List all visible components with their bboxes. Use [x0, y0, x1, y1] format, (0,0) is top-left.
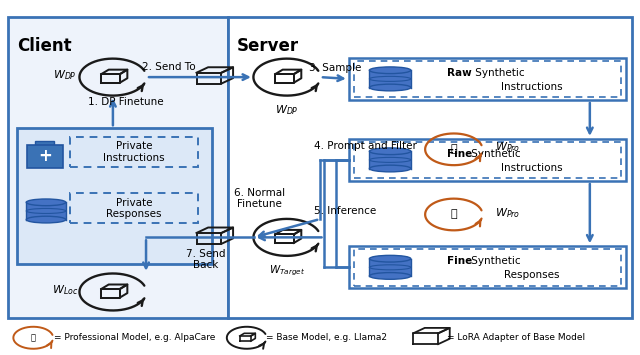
Text: $W_{Pro}$: $W_{Pro}$ [495, 141, 520, 154]
FancyBboxPatch shape [349, 139, 626, 181]
FancyBboxPatch shape [35, 141, 54, 147]
Text: = Base Model, e.g. Llama2: = Base Model, e.g. Llama2 [266, 333, 387, 342]
Text: 5. Inference: 5. Inference [314, 206, 376, 216]
Ellipse shape [369, 67, 411, 73]
FancyBboxPatch shape [228, 17, 632, 318]
Text: Synthetic: Synthetic [468, 148, 520, 159]
Text: Private
Instructions: Private Instructions [103, 141, 164, 163]
Text: Instructions: Instructions [501, 82, 563, 92]
Ellipse shape [369, 148, 411, 155]
Ellipse shape [26, 199, 66, 206]
Text: $W_{DP}$: $W_{DP}$ [275, 104, 299, 118]
Text: = Professional Model, e.g. AlpaCare: = Professional Model, e.g. AlpaCare [54, 333, 215, 342]
Text: Raw: Raw [447, 67, 472, 77]
FancyBboxPatch shape [349, 246, 626, 289]
Ellipse shape [369, 84, 411, 91]
Polygon shape [369, 70, 411, 87]
Text: 🦙: 🦙 [451, 144, 457, 154]
FancyBboxPatch shape [8, 17, 228, 318]
Text: Server: Server [237, 37, 300, 55]
FancyBboxPatch shape [349, 58, 626, 100]
Text: 🦙: 🦙 [451, 209, 457, 219]
Text: $W_{DP}$: $W_{DP}$ [53, 69, 77, 82]
Text: 7. Send
Back: 7. Send Back [186, 248, 225, 270]
Text: Fine: Fine [447, 148, 473, 159]
Text: = LoRA Adapter of Base Model: = LoRA Adapter of Base Model [447, 333, 586, 342]
Text: Fine: Fine [447, 256, 473, 266]
Ellipse shape [369, 165, 411, 172]
FancyBboxPatch shape [17, 128, 212, 264]
Text: Responses: Responses [504, 270, 559, 280]
Ellipse shape [26, 216, 66, 223]
Text: Synthetic: Synthetic [468, 256, 520, 266]
Polygon shape [369, 151, 411, 169]
Text: Client: Client [17, 37, 72, 55]
Text: 1. DP Finetune: 1. DP Finetune [88, 98, 163, 108]
Text: 3. Sample: 3. Sample [309, 63, 362, 73]
Text: +: + [38, 147, 52, 165]
Text: 4. Prompt and Filter: 4. Prompt and Filter [314, 141, 417, 151]
Polygon shape [26, 202, 66, 220]
Text: 6. Normal
Finetune: 6. Normal Finetune [234, 188, 285, 209]
Text: Private
Responses: Private Responses [106, 198, 162, 219]
Text: $W_{Loc}$: $W_{Loc}$ [52, 283, 78, 297]
Polygon shape [369, 259, 411, 276]
Text: 2. Send To: 2. Send To [141, 61, 195, 72]
Text: $W_{Target}$: $W_{Target}$ [269, 264, 305, 278]
Text: 🧰: 🧰 [39, 147, 51, 166]
Text: Synthetic: Synthetic [472, 67, 524, 77]
Text: 🦙: 🦙 [31, 333, 36, 342]
Ellipse shape [369, 273, 411, 279]
Text: $W_{Pro}$: $W_{Pro}$ [495, 206, 520, 220]
Ellipse shape [369, 255, 411, 262]
FancyBboxPatch shape [27, 145, 63, 168]
Text: Instructions: Instructions [501, 163, 563, 173]
